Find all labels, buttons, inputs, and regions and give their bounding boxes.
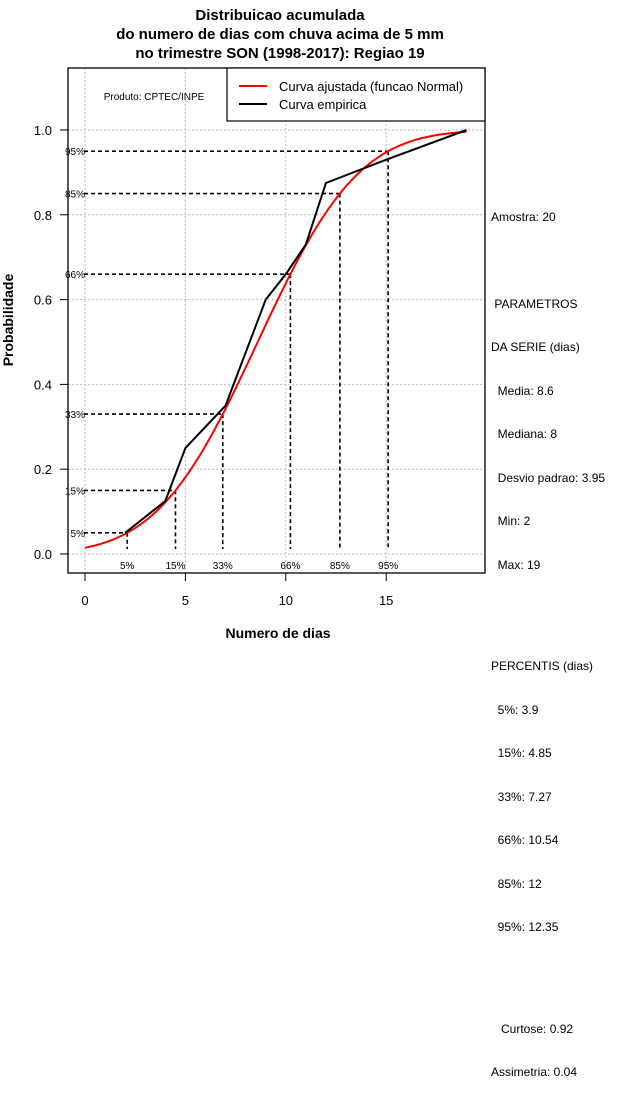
- percentile-y-label: 33%: [65, 410, 85, 421]
- normal-cdf-line: [84, 130, 467, 549]
- legend-box: [226, 67, 486, 122]
- median-value: Mediana: 8: [491, 427, 558, 441]
- percentile-x-label: 33%: [213, 561, 233, 572]
- percentile-x-label: 85%: [330, 561, 350, 572]
- p5-value: 5%: 3.9: [491, 702, 539, 717]
- x-tick-label: 15: [379, 593, 393, 608]
- percentile-y-label: 66%: [65, 270, 85, 281]
- percentile-x-label: 15%: [165, 561, 185, 572]
- title-line-3: no trimestre SON (1998-2017): Regiao 19: [135, 45, 425, 62]
- statistics-panel: Amostra: 20 PARAMETROS DA SERIE (dias) M…: [491, 181, 605, 1094]
- y-tick-label: 0.0: [34, 547, 52, 562]
- params-subtitle: DA SERIE (dias): [491, 340, 580, 354]
- legend: Curva ajustada (funcao Normal) Curva empi…: [226, 67, 486, 122]
- percentile-y-label: 15%: [65, 486, 85, 497]
- cdf-chart: 0 5 10 15 0.0 0.2 0.4 0.6 0.8 1.0 5% 5% 15% 15% 33% 33%…: [34, 67, 486, 608]
- p33-value: 33%: 7.27: [491, 789, 552, 804]
- percentile-x-label: 5%: [120, 561, 135, 572]
- p66-value: 66%: 10.54: [491, 833, 559, 847]
- y-tick-label: 0.4: [34, 377, 52, 392]
- y-tick-label: 0.8: [34, 208, 52, 223]
- skewness-value: Assimetria: 0.04: [491, 1065, 578, 1079]
- product-annotation: Produto: CPTEC/INPE: [104, 92, 205, 103]
- chart-title: Distribuicao acumulada do numero de dias…: [70, 6, 490, 63]
- max-value: Max: 19: [491, 557, 541, 572]
- y-tick-label: 0.2: [34, 462, 52, 477]
- y-tick-label: 0.6: [34, 293, 52, 308]
- p85-value: 85%: 12: [491, 876, 542, 891]
- y-tick-label: 1.0: [34, 123, 52, 138]
- kurtosis-value: Curtose: 0.92: [491, 1021, 574, 1036]
- title-line-2: do numero de dias com chuva acima de 5 m…: [116, 26, 444, 43]
- x-axis-label: Numero de dias: [225, 625, 331, 641]
- percentile-y-label: 95%: [65, 147, 85, 158]
- sample-size: Amostra: 20: [491, 210, 556, 224]
- p15-value: 15%: 4.85: [491, 746, 552, 760]
- params-title: PARAMETROS: [491, 296, 578, 311]
- legend-label: Curva ajustada (funcao Normal): [279, 79, 463, 94]
- sd-value: Desvio padrao: 3.95: [491, 470, 606, 485]
- y-axis-label: Probabilidade: [0, 273, 16, 367]
- percentile-y-label: 5%: [71, 529, 86, 540]
- mean-value: Media: 8.6: [491, 383, 554, 398]
- title-line-1: Distribuicao acumulada: [195, 7, 365, 24]
- p95-value: 95%: 12.35: [491, 920, 559, 934]
- x-tick-label: 0: [81, 593, 88, 608]
- percentiles-title: PERCENTIS (dias): [491, 659, 594, 673]
- empirical-cdf-line: [124, 129, 467, 534]
- min-value: Min: 2: [491, 514, 531, 528]
- x-tick-label: 5: [182, 593, 189, 608]
- plot-frame: [67, 67, 486, 574]
- percentile-x-label: 66%: [280, 561, 300, 572]
- percentile-x-label: 95%: [378, 561, 398, 572]
- percentile-y-label: 85%: [65, 190, 85, 201]
- x-tick-label: 10: [279, 593, 293, 608]
- legend-label: Curva empirica: [279, 97, 367, 112]
